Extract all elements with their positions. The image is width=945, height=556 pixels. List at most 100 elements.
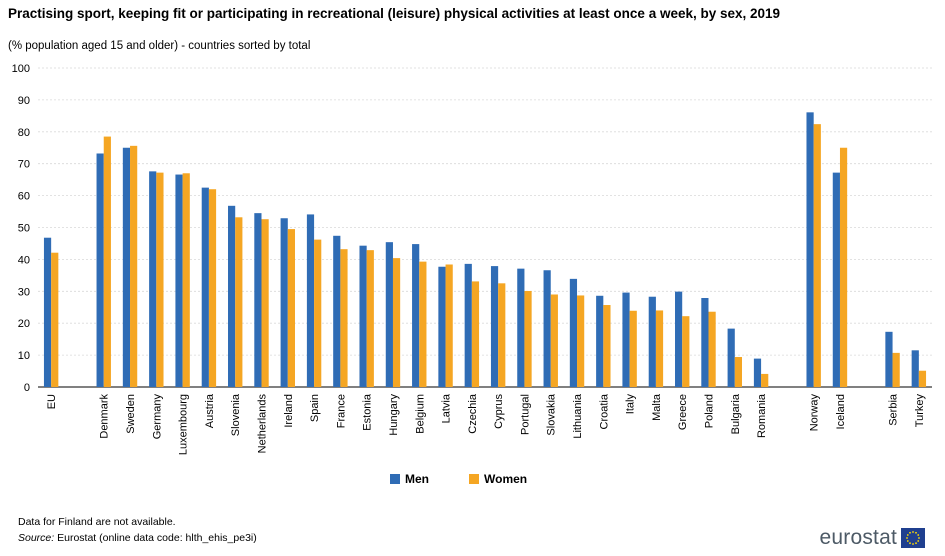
bar-women [603, 305, 611, 387]
bar-men [280, 218, 288, 387]
x-tick-label: Hungary [388, 394, 400, 436]
flag-star [917, 534, 920, 536]
bar-women [682, 316, 690, 387]
bar-men [517, 268, 525, 387]
flag-star [906, 534, 909, 536]
bar-men [753, 358, 762, 387]
bar-men [149, 171, 157, 387]
x-tick-label: Latvia [441, 393, 453, 423]
x-tick-label: Turkey [914, 394, 926, 428]
x-tick-label: Slovenia [230, 393, 242, 436]
legend-swatch-women [469, 474, 479, 484]
bar-chart: 0 10 20 30 40 50 60 70 80 90 100 EU Denmark Sweden Ge… [12, 63, 932, 455]
bar-men [333, 235, 341, 387]
x-tick-label: Croatia [598, 393, 610, 429]
logo-text: eurostat [819, 526, 897, 549]
bar-women [314, 239, 322, 387]
bar-women [734, 357, 742, 387]
y-tick-label: 40 [18, 254, 30, 266]
source-text: Eurostat (online data code: hlth_ehis_pe… [57, 532, 257, 544]
y-tick-label: 70 [18, 159, 30, 171]
y-axis-ticks: 0 10 20 30 40 50 60 70 80 90 100 [12, 63, 30, 394]
y-tick-label: 0 [24, 382, 30, 394]
source-line: Source: Eurostat (online data code: hlth… [18, 532, 257, 544]
eurostat-logo: eurostat [820, 526, 925, 550]
bar-men [122, 147, 131, 387]
bar-women [550, 294, 558, 387]
y-tick-label: 100 [12, 63, 30, 75]
flag-star [912, 543, 914, 545]
footnote: Data for Finland are not available. [18, 516, 176, 528]
x-tick-label: Serbia [888, 393, 900, 426]
bar-men [727, 328, 735, 387]
x-tick-label: Spain [309, 394, 321, 422]
flag-star [912, 531, 914, 533]
bar-women [708, 311, 716, 387]
bar-men [806, 112, 814, 387]
bar-men [596, 295, 604, 387]
bar-men [701, 298, 709, 387]
x-tick-label: Portugal [519, 394, 531, 435]
x-tick-label: Bulgaria [730, 393, 742, 434]
x-tick-label: Cyprus [493, 394, 505, 429]
x-axis-labels: EU Denmark Sweden Germany Luxembourg Austria S… [46, 393, 926, 455]
x-tick-label: Luxembourg [178, 394, 190, 455]
bar-women [839, 147, 848, 387]
y-tick-label: 60 [18, 191, 30, 203]
legend-item-men: Men [390, 472, 429, 486]
x-tick-label: Lithuania [572, 393, 584, 439]
x-tick-label: Iceland [835, 394, 847, 429]
bar-women [208, 189, 217, 387]
bar-women [130, 145, 138, 387]
flag-star [918, 537, 920, 539]
x-tick-label: Romania [756, 393, 768, 438]
bar-women [392, 258, 401, 387]
bar-women [340, 249, 348, 387]
y-tick-label: 30 [18, 286, 30, 298]
flag-star [906, 537, 908, 539]
bar-men [464, 263, 472, 387]
legend-label-women: Women [484, 472, 528, 486]
x-tick-label: EU [46, 394, 58, 409]
bar-women [235, 217, 243, 387]
x-tick-label: Poland [704, 394, 716, 428]
x-tick-label: Ireland [283, 394, 295, 428]
source-label: Source: [18, 532, 55, 544]
x-tick-label: Estonia [362, 393, 374, 431]
bar-women [419, 261, 427, 387]
bar-women [524, 290, 532, 387]
bar-men [832, 172, 840, 387]
flag-star [909, 531, 911, 534]
x-tick-label: Norway [809, 394, 821, 432]
bar-women [655, 310, 664, 387]
legend-swatch-men [390, 474, 400, 484]
bar-men [254, 213, 262, 387]
bar-women [366, 250, 374, 387]
bar-men [675, 291, 683, 387]
bar-women [287, 229, 295, 387]
y-tick-label: 80 [18, 127, 30, 139]
bar-men [96, 153, 104, 387]
legend-label-men: Men [405, 472, 429, 486]
bar-men [385, 242, 393, 387]
bar-women [629, 310, 637, 387]
x-tick-label: France [335, 394, 347, 428]
bars [43, 112, 927, 388]
x-tick-label: Malta [651, 393, 663, 421]
chart-legend: Men Women [390, 472, 527, 486]
x-tick-label: Belgium [414, 394, 426, 434]
bar-women [813, 124, 821, 387]
x-tick-label: Netherlands [257, 394, 269, 454]
bar-men [412, 244, 420, 387]
bar-men [490, 266, 499, 387]
bar-women [498, 283, 506, 387]
bar-men [359, 245, 367, 387]
bar-women [156, 172, 164, 387]
bar-women [51, 252, 59, 387]
x-tick-label: Czechia [467, 393, 479, 434]
flag-star [915, 542, 917, 545]
y-tick-label: 20 [18, 318, 30, 330]
flag-star [906, 540, 909, 542]
bar-women [577, 295, 585, 387]
bar-women [182, 173, 190, 387]
